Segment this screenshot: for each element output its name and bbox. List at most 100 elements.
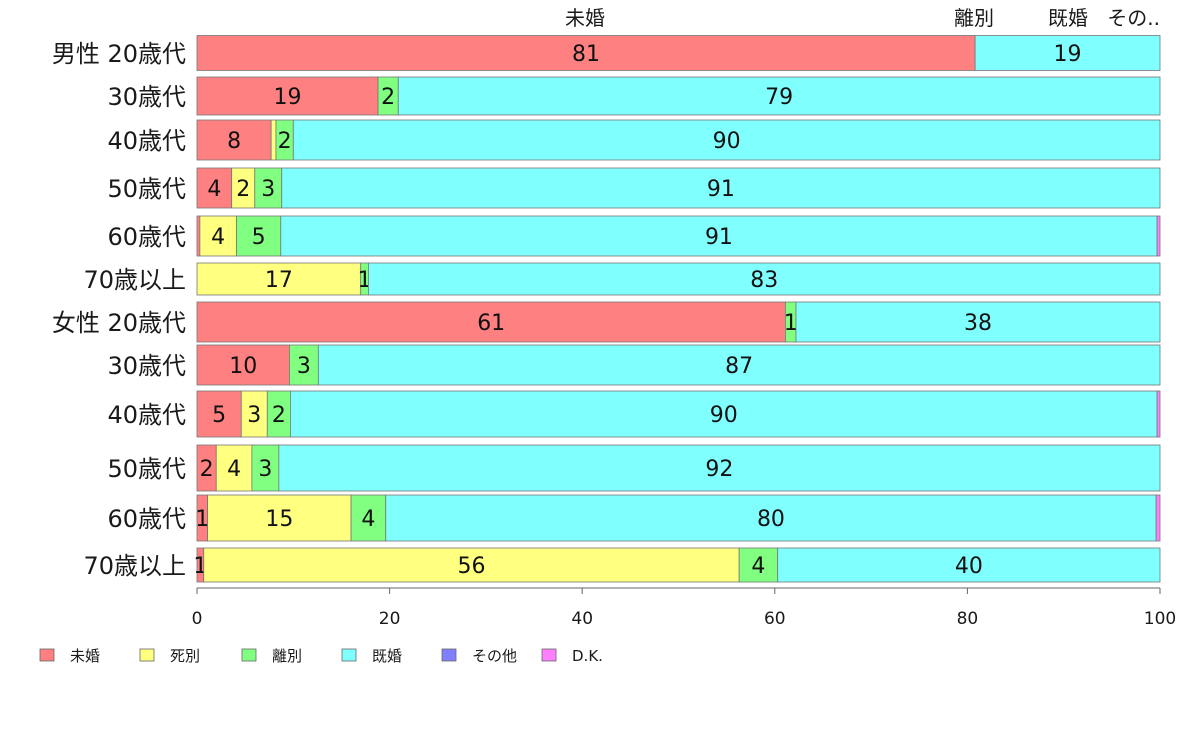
bar-segment bbox=[397, 76, 1161, 116]
bar-segment bbox=[251, 444, 280, 492]
data-label: 90 bbox=[710, 403, 738, 428]
bar-segment bbox=[292, 119, 1161, 161]
data-label: 40 bbox=[955, 554, 983, 579]
data-label: 90 bbox=[713, 129, 741, 154]
category-label: 30歳代 bbox=[107, 83, 186, 111]
legend-label: 未婚 bbox=[70, 647, 100, 665]
bar-segment bbox=[777, 547, 1161, 583]
data-label: 17 bbox=[265, 268, 293, 293]
data-label: 91 bbox=[705, 225, 733, 250]
data-label: 3 bbox=[247, 403, 261, 428]
top-label: 離別 bbox=[954, 6, 994, 30]
top-label: 既婚 bbox=[1048, 6, 1088, 30]
data-label: 4 bbox=[227, 457, 241, 482]
data-label: 56 bbox=[457, 554, 485, 579]
category-label: 70歳以上 bbox=[83, 552, 186, 580]
legend: 未婚 死別 離別 既婚 その他 D.K. bbox=[39, 647, 603, 665]
bar-segment bbox=[207, 494, 352, 542]
bar-segment bbox=[196, 35, 976, 71]
data-label: 1 bbox=[195, 507, 209, 532]
bar-segment bbox=[236, 215, 282, 257]
top-label: その.. bbox=[1107, 6, 1160, 30]
bar-segment bbox=[1156, 390, 1161, 438]
bar-segment bbox=[738, 547, 779, 583]
legend-label: 既婚 bbox=[372, 647, 402, 665]
data-label: 4 bbox=[361, 507, 375, 532]
data-label: 4 bbox=[751, 554, 765, 579]
bar-segment bbox=[278, 444, 1161, 492]
category-label: 70歳以上 bbox=[83, 266, 186, 294]
category-label: 40歳代 bbox=[107, 401, 186, 429]
x-tick-label: 60 bbox=[764, 609, 786, 629]
bar-segment bbox=[254, 167, 283, 209]
data-label: 81 bbox=[572, 42, 600, 67]
x-tick-label: 100 bbox=[1144, 609, 1176, 629]
data-label: 15 bbox=[265, 507, 293, 532]
x-tick-label: 20 bbox=[379, 609, 401, 629]
bar-segment bbox=[290, 390, 1158, 438]
data-label: 5 bbox=[212, 403, 226, 428]
data-label: 3 bbox=[258, 457, 272, 482]
data-label: 38 bbox=[964, 311, 992, 336]
top-label: 未婚 bbox=[565, 6, 605, 30]
bar-segment bbox=[196, 262, 362, 296]
bar-segment bbox=[1155, 494, 1161, 542]
bar-segment bbox=[368, 262, 1161, 296]
bar-segment bbox=[196, 119, 272, 161]
legend-swatch bbox=[139, 648, 155, 662]
legend-swatch bbox=[341, 648, 357, 662]
legend-swatch bbox=[241, 648, 257, 662]
category-label: 60歳代 bbox=[107, 223, 186, 251]
category-label: 60歳代 bbox=[107, 505, 186, 533]
category-label: 男性 20歳代 bbox=[52, 40, 186, 68]
category-label: 40歳代 bbox=[107, 127, 186, 155]
data-label: 2 bbox=[236, 177, 250, 202]
category-label: 50歳代 bbox=[107, 175, 186, 203]
bar-segment bbox=[270, 119, 277, 161]
bar-segment bbox=[350, 494, 387, 542]
x-tick-label: 0 bbox=[192, 609, 203, 629]
bar-segment bbox=[199, 215, 237, 257]
legend-swatch bbox=[541, 648, 557, 662]
bar-segment bbox=[281, 167, 1161, 209]
data-label: 8 bbox=[227, 129, 241, 154]
data-label: 61 bbox=[477, 311, 505, 336]
bar-segment bbox=[795, 301, 1161, 343]
x-tick-label: 40 bbox=[571, 609, 593, 629]
bar-segment bbox=[203, 547, 740, 583]
top-series-labels: 未婚 離別 既婚 その.. bbox=[565, 6, 1160, 30]
bar-segment bbox=[196, 301, 786, 343]
legend-label: その他 bbox=[472, 647, 517, 665]
category-label: 50歳代 bbox=[107, 455, 186, 483]
bar-segment bbox=[196, 344, 290, 386]
bar-segment bbox=[215, 444, 253, 492]
data-label: 4 bbox=[207, 177, 221, 202]
x-axis: 0 20 40 60 80 100 bbox=[192, 587, 1176, 629]
data-label: 3 bbox=[297, 354, 311, 379]
data-label: 10 bbox=[229, 354, 257, 379]
bar-segment bbox=[289, 344, 319, 386]
x-tick-label: 80 bbox=[957, 609, 979, 629]
legend-swatch bbox=[39, 648, 55, 662]
bar-segment bbox=[196, 167, 233, 209]
bar-segment bbox=[974, 35, 1161, 71]
bar-segment bbox=[196, 215, 201, 257]
data-label: 83 bbox=[750, 268, 778, 293]
data-label: 92 bbox=[705, 457, 733, 482]
bar-segment bbox=[196, 76, 379, 116]
bar-segment bbox=[196, 390, 242, 438]
legend-label: 離別 bbox=[272, 647, 302, 665]
data-label: 1 bbox=[784, 311, 798, 336]
data-label: 80 bbox=[757, 507, 785, 532]
data-label: 87 bbox=[725, 354, 753, 379]
bar-segment bbox=[317, 344, 1161, 386]
category-label: 女性 20歳代 bbox=[52, 309, 186, 337]
data-label: 3 bbox=[261, 177, 275, 202]
bar-segment bbox=[240, 390, 268, 438]
data-label: 19 bbox=[1054, 42, 1082, 67]
legend-swatch bbox=[441, 648, 457, 662]
data-label: 2 bbox=[381, 85, 395, 110]
legend-label: D.K. bbox=[572, 647, 603, 665]
